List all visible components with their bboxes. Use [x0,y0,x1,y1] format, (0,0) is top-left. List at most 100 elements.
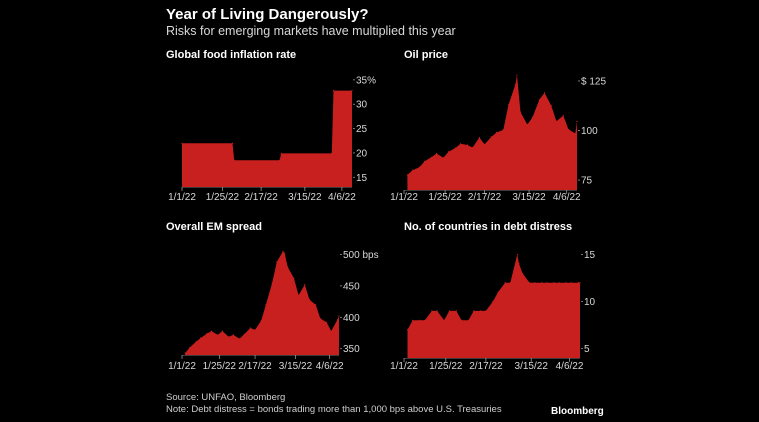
x-tick-label: 1/1/22 [390,192,418,203]
data-point [330,330,332,332]
x-tick-label: 4/6/22 [553,192,581,203]
footnote: Note: Debt distress = bonds trading more… [166,404,502,415]
data-point [298,294,300,296]
data-point [181,142,183,144]
data-point [287,266,289,268]
data-point [546,282,548,284]
data-point [284,252,286,254]
data-point [534,282,536,284]
data-point [243,333,245,335]
area-series-debt-distress [407,254,580,358]
data-point [436,310,438,312]
data-point [460,319,463,321]
x-tick-label: 1/1/22 [168,192,196,203]
data-point [528,282,531,284]
x-tick-label: 4/6/22 [316,361,344,372]
x-tick-label: 3/15/22 [279,361,313,372]
x-tick-label: 2/17/22 [468,192,502,203]
data-point [454,147,456,149]
area-series-em-spread [185,251,339,355]
data-point [521,272,524,274]
y-tick-label: 450 [343,281,360,292]
data-point [509,282,511,284]
data-point [338,315,340,317]
y-tick-label: $ 125 [581,76,606,87]
data-point [308,299,311,301]
data-point [466,144,468,146]
x-tick-label: 1/25/22 [429,361,463,372]
x-tick-label: 2/17/22 [244,192,278,203]
data-point [228,336,230,338]
x-tick-label: 1/25/22 [206,192,240,203]
data-point [279,159,281,161]
area-series-food-inflation [182,90,352,187]
data-point [276,261,278,263]
data-point [200,337,202,339]
data-point [531,116,534,118]
y-tick-label: 75 [581,176,593,187]
data-point [467,319,470,321]
data-point [412,169,414,171]
y-tick-label: 15 [356,173,368,184]
data-point [435,152,438,155]
data-point [418,166,420,168]
data-point [567,128,570,130]
data-point [574,132,576,135]
data-point [206,333,208,335]
data-point [260,319,262,321]
data-point [331,152,333,154]
data-point [406,174,408,176]
data-point [555,120,558,122]
data-point [553,282,555,284]
x-tick-label: 3/15/22 [512,192,546,203]
y-tick-label: 5 [584,344,590,355]
data-point [442,157,444,159]
panel-title-debt-distress: No. of countries in debt distress [404,221,573,233]
data-point [233,159,235,161]
x-tick-label: 2/17/22 [469,361,503,372]
bloomberg-logo: Bloomberg [551,406,604,417]
y-tick-label: 20 [356,148,368,159]
source-note: Source: UNFAO, Bloomberg [166,392,286,403]
data-point [459,143,462,145]
data-point [516,74,518,76]
data-point [431,310,433,312]
data-point [526,124,528,126]
data-point [490,136,492,138]
data-point [412,319,414,321]
data-point [326,321,328,323]
data-point [473,310,475,312]
data-point [430,156,432,158]
data-point [315,304,317,306]
data-point [210,330,213,332]
chart-title: Year of Living Dangerously? [166,6,369,23]
data-point [238,338,241,340]
x-tick-label: 1/25/22 [428,192,462,203]
data-point [502,129,504,131]
chart-subtitle: Risks for emerging markets have multipli… [166,24,456,38]
data-point [516,253,518,255]
y-tick-label: 30 [356,100,368,111]
data-point [541,282,543,284]
data-point [336,319,338,321]
data-point [492,300,494,303]
x-tick-label: 3/15/22 [515,361,549,372]
x-tick-label: 3/15/22 [288,192,322,203]
data-point [577,282,579,284]
data-point [293,277,295,279]
data-point [231,142,234,144]
data-point [351,90,353,92]
x-tick-label: 1/25/22 [203,361,237,372]
data-point [495,131,498,134]
data-point [455,310,457,312]
data-point [217,334,219,336]
data-point [480,310,482,312]
data-point [519,111,522,113]
data-point [424,160,426,162]
data-point [184,352,186,354]
data-point [550,105,552,107]
data-point [478,136,480,139]
data-point [543,92,546,94]
data-point [419,319,421,321]
data-point [447,151,450,153]
